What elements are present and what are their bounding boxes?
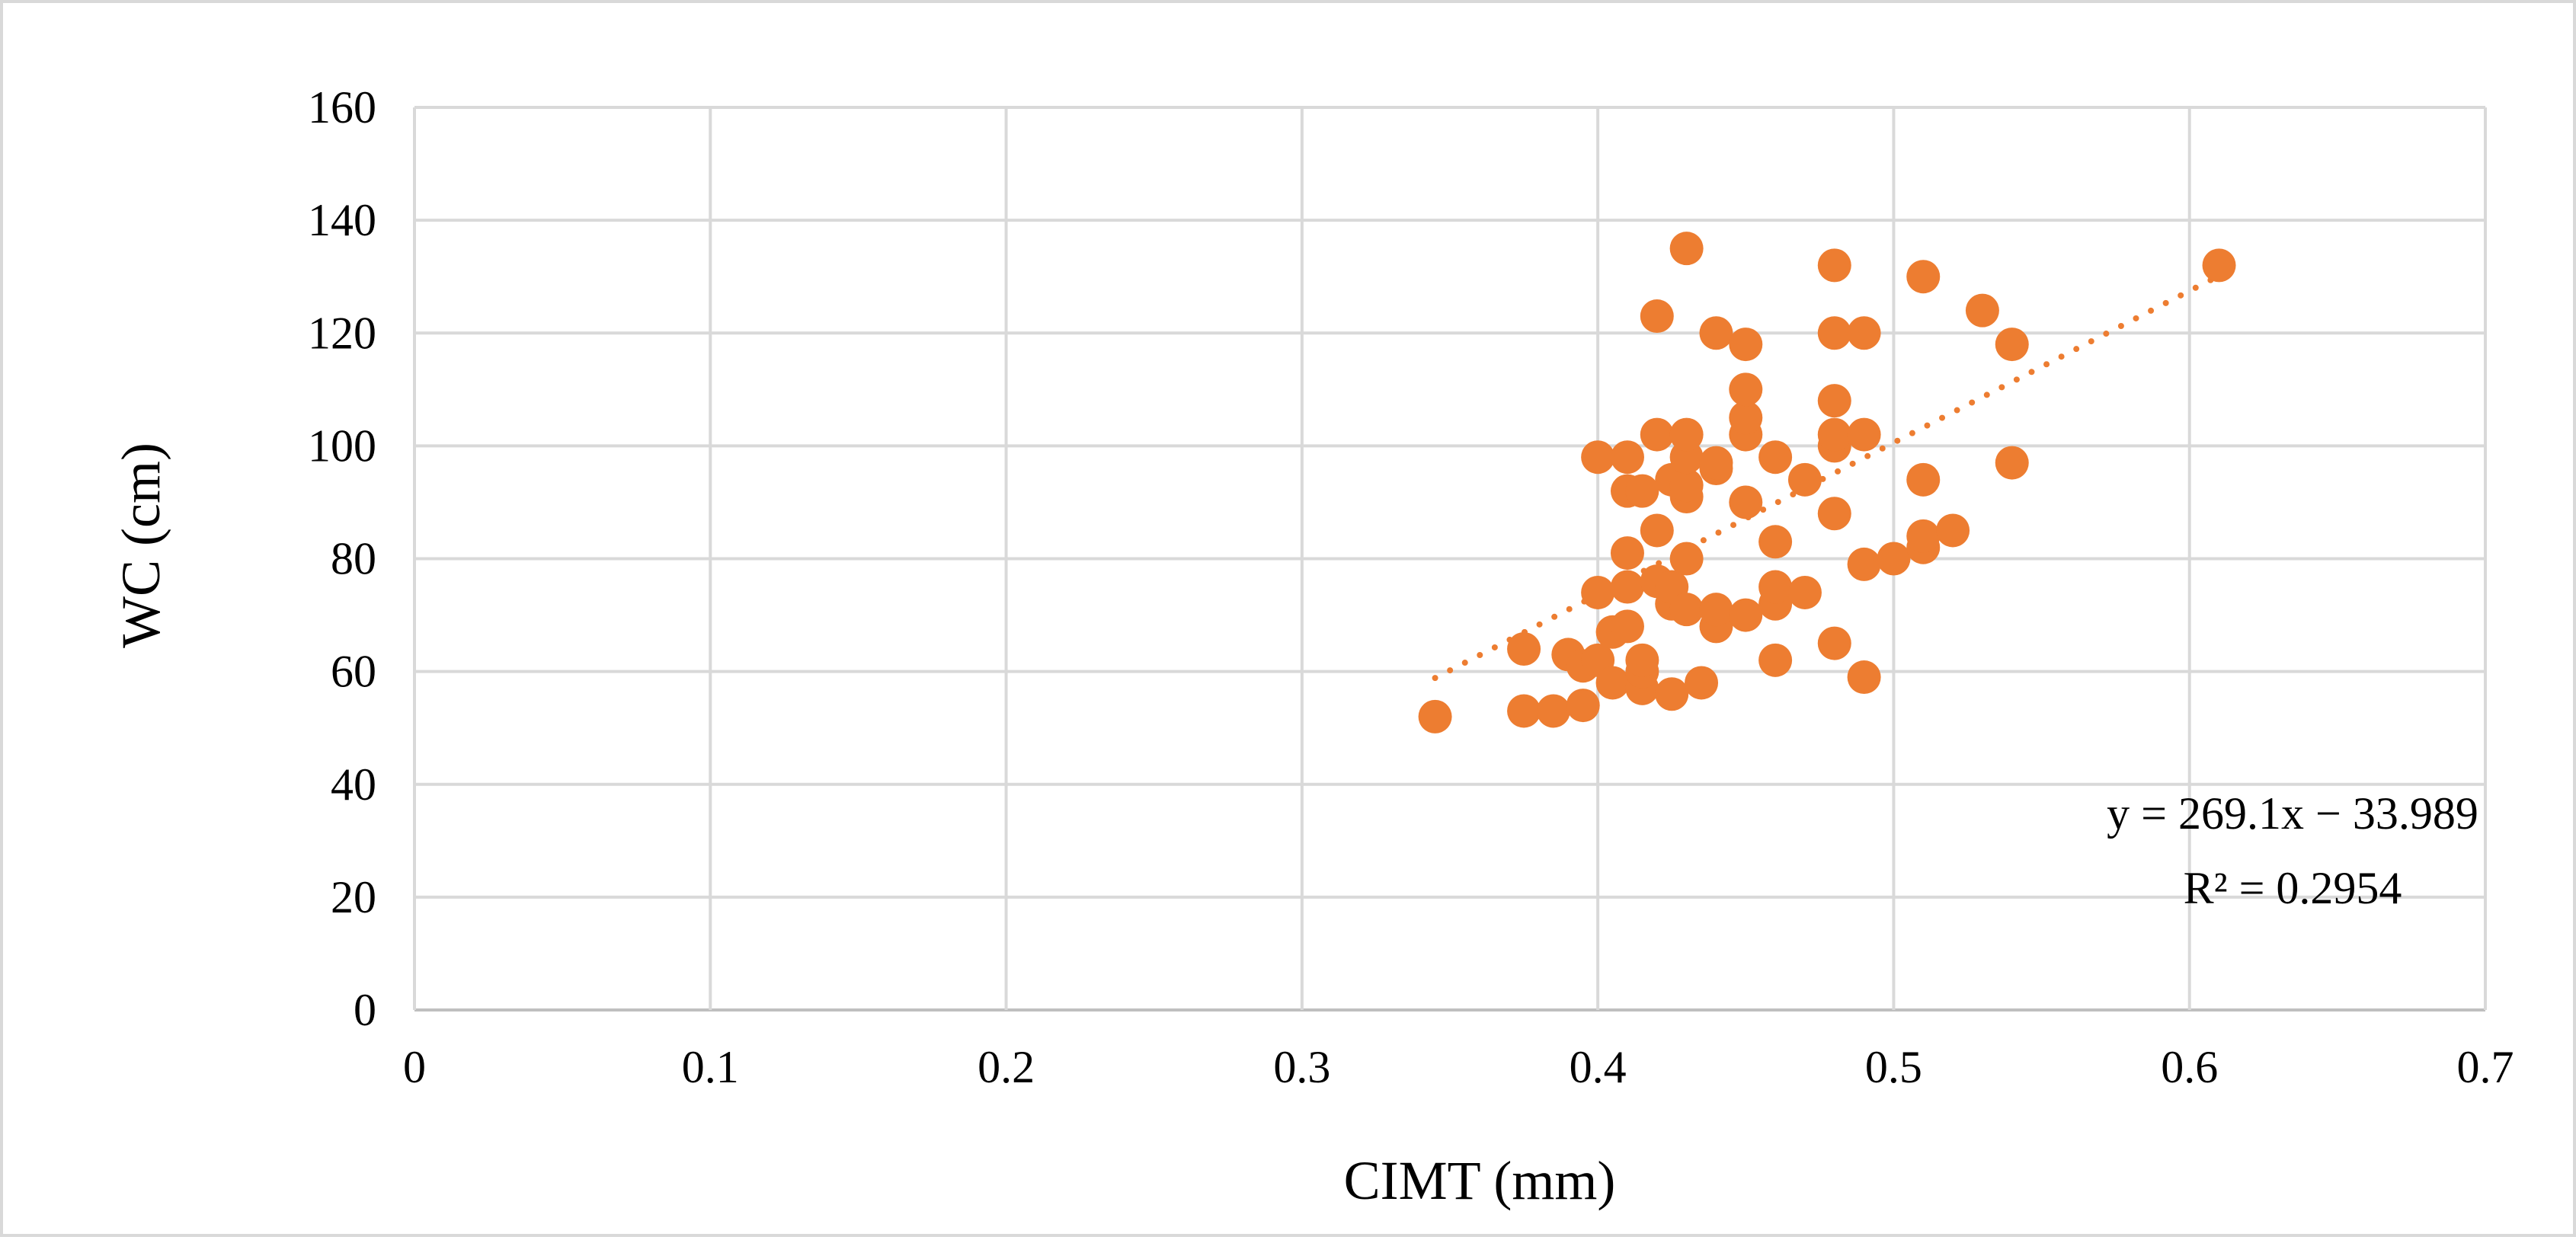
data-point bbox=[1507, 632, 1541, 666]
data-point bbox=[2202, 248, 2236, 283]
data-point bbox=[1685, 666, 1719, 700]
data-point bbox=[1817, 626, 1851, 660]
y-tick-label: 60 bbox=[331, 647, 376, 697]
data-point bbox=[1965, 293, 1999, 328]
data-point bbox=[1566, 689, 1600, 723]
data-point bbox=[1817, 417, 1851, 452]
data-point bbox=[1729, 598, 1763, 632]
data-point bbox=[1758, 525, 1793, 559]
data-point bbox=[1610, 609, 1644, 644]
data-point bbox=[1906, 260, 1941, 294]
y-axis-title: WC (cm) bbox=[110, 443, 171, 648]
tick-labels: 0 20 40 60 80 100 120 140 160 0 0.1 0.2 0.3 0.4 0.5 0.6… bbox=[308, 82, 2514, 1092]
x-axis-title: CIMT (mm) bbox=[1344, 1150, 1616, 1211]
data-point bbox=[1699, 446, 1733, 480]
y-tick-label: 80 bbox=[331, 534, 376, 584]
data-point bbox=[1758, 643, 1793, 677]
y-tick-label: 20 bbox=[331, 872, 376, 922]
data-point bbox=[1729, 401, 1763, 435]
x-tick-label: 0.1 bbox=[682, 1042, 739, 1092]
scatter-plot: 0 20 40 60 80 100 120 140 160 0 0.1 0.2 0.3 0.4 0.5 0.6… bbox=[110, 82, 2514, 1211]
x-tick-label: 0.7 bbox=[2457, 1042, 2514, 1092]
data-point bbox=[1729, 485, 1763, 519]
data-point bbox=[1625, 643, 1659, 677]
data-point bbox=[1640, 513, 1674, 548]
data-point bbox=[1817, 316, 1851, 350]
x-tick-label: 0.5 bbox=[1865, 1042, 1922, 1092]
data-point bbox=[1669, 232, 1704, 266]
data-point bbox=[1729, 372, 1763, 407]
data-point bbox=[1655, 677, 1689, 711]
data-point bbox=[1995, 328, 2029, 362]
x-tick-label: 0.4 bbox=[1570, 1042, 1627, 1092]
data-point bbox=[1507, 694, 1541, 728]
data-point bbox=[1995, 446, 2029, 480]
data-point bbox=[1817, 497, 1851, 531]
data-point bbox=[1817, 248, 1851, 283]
x-tick-label: 0 bbox=[403, 1042, 426, 1092]
data-point bbox=[1847, 316, 1881, 350]
data-point bbox=[1418, 699, 1452, 733]
data-point bbox=[1669, 542, 1704, 576]
data-point bbox=[1729, 328, 1763, 362]
data-point bbox=[1936, 513, 1970, 548]
data-point bbox=[1610, 570, 1644, 604]
y-tick-label: 40 bbox=[331, 759, 376, 810]
data-point bbox=[1669, 593, 1704, 627]
data-point bbox=[1595, 666, 1630, 700]
data-point bbox=[1787, 575, 1822, 609]
data-point bbox=[1625, 474, 1659, 508]
data-point bbox=[1610, 440, 1644, 475]
data-point bbox=[1758, 570, 1793, 604]
x-tick-label: 0.6 bbox=[2161, 1042, 2218, 1092]
data-point bbox=[1581, 575, 1615, 609]
y-tick-label: 100 bbox=[308, 420, 376, 471]
gridlines bbox=[413, 106, 2487, 1011]
data-point bbox=[1877, 542, 1911, 576]
x-tick-label: 0.3 bbox=[1273, 1042, 1330, 1092]
data-point bbox=[1787, 462, 1822, 497]
data-point bbox=[1669, 417, 1704, 452]
data-point bbox=[1699, 593, 1733, 627]
y-tick-label: 120 bbox=[308, 308, 376, 358]
data-point bbox=[1581, 440, 1615, 475]
trendline-r-squared: R² = 0.2954 bbox=[2184, 863, 2402, 913]
data-point bbox=[1758, 440, 1793, 475]
data-point bbox=[1536, 694, 1570, 728]
data-point bbox=[1906, 462, 1941, 497]
data-point bbox=[1640, 299, 1674, 334]
y-tick-label: 0 bbox=[354, 985, 376, 1035]
data-point bbox=[1847, 547, 1881, 581]
x-tick-label: 0.2 bbox=[978, 1042, 1035, 1092]
y-tick-label: 140 bbox=[308, 195, 376, 245]
data-point bbox=[1640, 417, 1674, 452]
data-point bbox=[1817, 384, 1851, 418]
data-point bbox=[1906, 519, 1941, 553]
data-point bbox=[1847, 417, 1881, 452]
data-point bbox=[1610, 536, 1644, 570]
data-point bbox=[1699, 316, 1733, 350]
data-points bbox=[1418, 232, 2236, 733]
data-point bbox=[1669, 468, 1704, 503]
data-point bbox=[1847, 660, 1881, 695]
y-tick-label: 160 bbox=[308, 82, 376, 133]
trendline-equation: y = 269.1x − 33.989 bbox=[2107, 788, 2478, 839]
